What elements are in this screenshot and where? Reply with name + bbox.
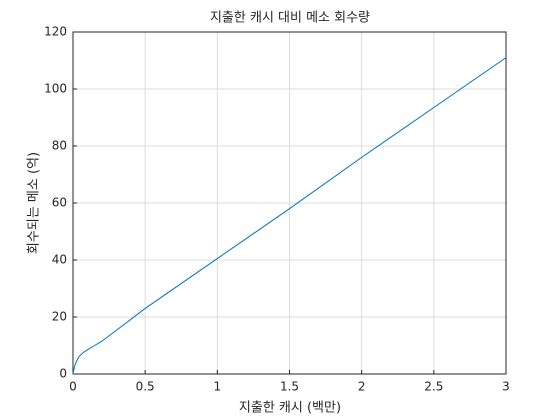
y-tick-label: 60 (52, 196, 67, 210)
x-tick-label: 2.5 (424, 380, 443, 394)
x-tick-label: 1 (214, 380, 222, 394)
x-tick-label: 3 (502, 380, 510, 394)
x-tick-label: 0 (69, 380, 77, 394)
y-tick-label: 0 (59, 367, 67, 381)
chart-title: 지출한 캐시 대비 메소 회수량 (210, 11, 370, 26)
y-tick-label: 100 (44, 82, 67, 96)
axes-box (72, 31, 507, 375)
line-series (72, 57, 507, 375)
x-axis-label: 지출한 캐시 (백만) (239, 401, 341, 416)
y-tick-label: 40 (52, 253, 67, 267)
x-tick-label: 1.5 (280, 380, 299, 394)
y-tick-label: 80 (52, 139, 67, 153)
y-tick-label: 20 (52, 310, 67, 324)
x-tick-label: 0.5 (136, 380, 155, 394)
x-tick-label: 2 (358, 380, 366, 394)
y-tick-label: 120 (44, 25, 67, 39)
y-axis-label: 회수되는 메소 (억) (27, 152, 42, 254)
